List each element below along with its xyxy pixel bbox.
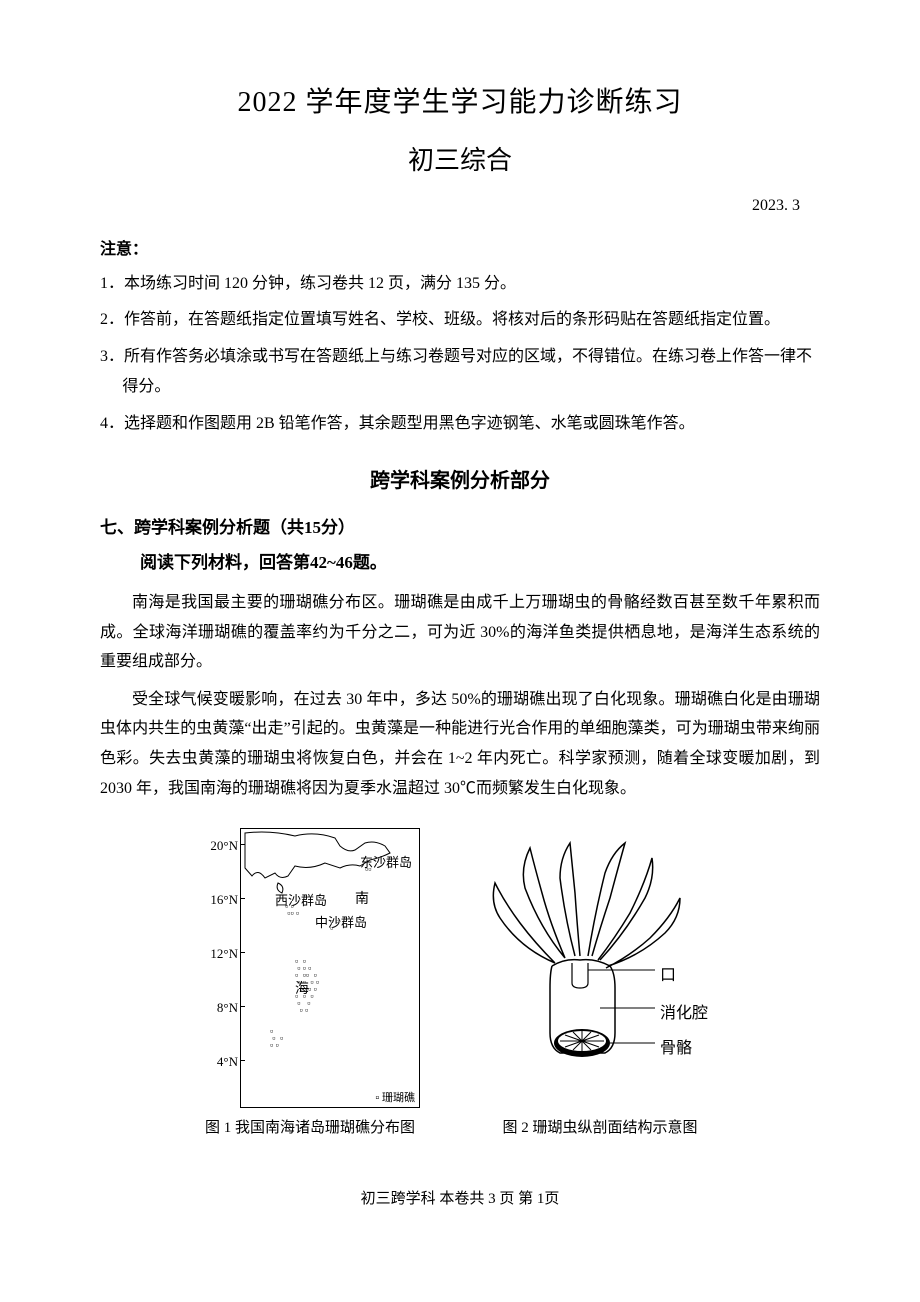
lat-label: 16°N <box>200 892 238 908</box>
fig1-caption: 图 1 我国南海诸岛珊瑚礁分布图 <box>205 1116 415 1137</box>
map-box: 20°N 16°N 12°N 8°N 4°N 东沙群岛 西沙群岛 中沙群岛 南 <box>200 828 420 1108</box>
exam-date: 2023. 3 <box>100 197 820 215</box>
coral-label-mouth: 口 <box>660 961 676 985</box>
map-place-xisha: 西沙群岛 <box>275 890 327 909</box>
fig2-caption: 图 2 珊瑚虫纵剖面结构示意图 <box>502 1116 697 1137</box>
map-place-zhongsha: 中沙群岛 <box>315 912 367 931</box>
section-title: 跨学科案例分析部分 <box>100 464 820 493</box>
page-footer: 初三跨学科 本卷共 3 页 第 1页 <box>100 1187 820 1208</box>
notice-label: 注意： <box>100 235 820 259</box>
lat-label: 4°N <box>200 1054 238 1070</box>
paragraph-2: 受全球气候变暖影响，在过去 30 年中，多达 50%的珊瑚礁出现了白化现象。珊瑚… <box>100 685 820 803</box>
subtitle: 初三综合 <box>100 140 820 177</box>
lat-label: 8°N <box>200 1000 238 1016</box>
notice-item: 3．所有作答务必填涂或书写在答题纸上与练习卷题号对应的区域，不得错位。在练习卷上… <box>100 342 820 403</box>
map-dots: ▫ ▫ ▫ <box>330 918 339 932</box>
main-title: 2022 学年度学生学习能力诊断练习 <box>100 80 820 120</box>
lat-label: 12°N <box>200 946 238 962</box>
map-coastline <box>240 828 460 1108</box>
exam-page: 2022 学年度学生学习能力诊断练习 初三综合 2023. 3 注意： 1．本场… <box>0 0 920 1248</box>
notice-list: 1．本场练习时间 120 分钟，练习卷共 12 页，满分 135 分。 2．作答… <box>100 269 820 439</box>
figures-row: 20°N 16°N 12°N 8°N 4°N 东沙群岛 西沙群岛 中沙群岛 南 <box>100 828 820 1137</box>
map-dots: ▫▫ <box>365 866 371 873</box>
coral-label-cavity: 消化腔 <box>660 999 708 1023</box>
coral-box: 口 消化腔 骨骼 <box>480 838 720 1108</box>
paragraph-1: 南海是我国最主要的珊瑚礁分布区。珊瑚礁是由成千上万珊瑚虫的骨骼经数百甚至数千年累… <box>100 588 820 677</box>
figure-2: 口 消化腔 骨骼 图 2 珊瑚虫纵剖面结构示意图 <box>480 838 720 1137</box>
lat-label: 20°N <box>200 838 238 854</box>
figure-1: 20°N 16°N 12°N 8°N 4°N 东沙群岛 西沙群岛 中沙群岛 南 <box>200 828 420 1137</box>
question-subheading: 阅读下列材料，回答第42~46题。 <box>140 548 820 573</box>
notice-item: 4．选择题和作图题用 2B 铅笔作答，其余题型用黑色字迹钢笔、水笔或圆珠笔作答。 <box>100 409 820 439</box>
notice-item: 2．作答前，在答题纸指定位置填写姓名、学校、班级。将核对后的条形码贴在答题纸指定… <box>100 305 820 335</box>
coral-diagram <box>480 838 720 1108</box>
map-place-nan: 南 <box>355 888 369 908</box>
coral-label-skeleton: 骨骼 <box>660 1034 692 1058</box>
map-dots: ▫ ▫ ▫ ▫ ▫ <box>270 1028 283 1049</box>
notice-item: 1．本场练习时间 120 分钟，练习卷共 12 页，满分 135 分。 <box>100 269 820 299</box>
map-dots: ▫ ▫ ▫ ▫ ▫ ▫ ▫▫ ▫ ▫ ▫ ▫ ▫ ▫▫ ▫ ▫ ▫ ▫ ▫ ▫ … <box>295 958 319 1014</box>
map-dots: ▫ ▫ ▫▫ ▫ <box>285 903 299 917</box>
map-legend: ▫ 珊瑚礁 <box>375 1089 415 1105</box>
question-heading: 七、跨学科案例分析题（共15分） <box>100 513 820 538</box>
